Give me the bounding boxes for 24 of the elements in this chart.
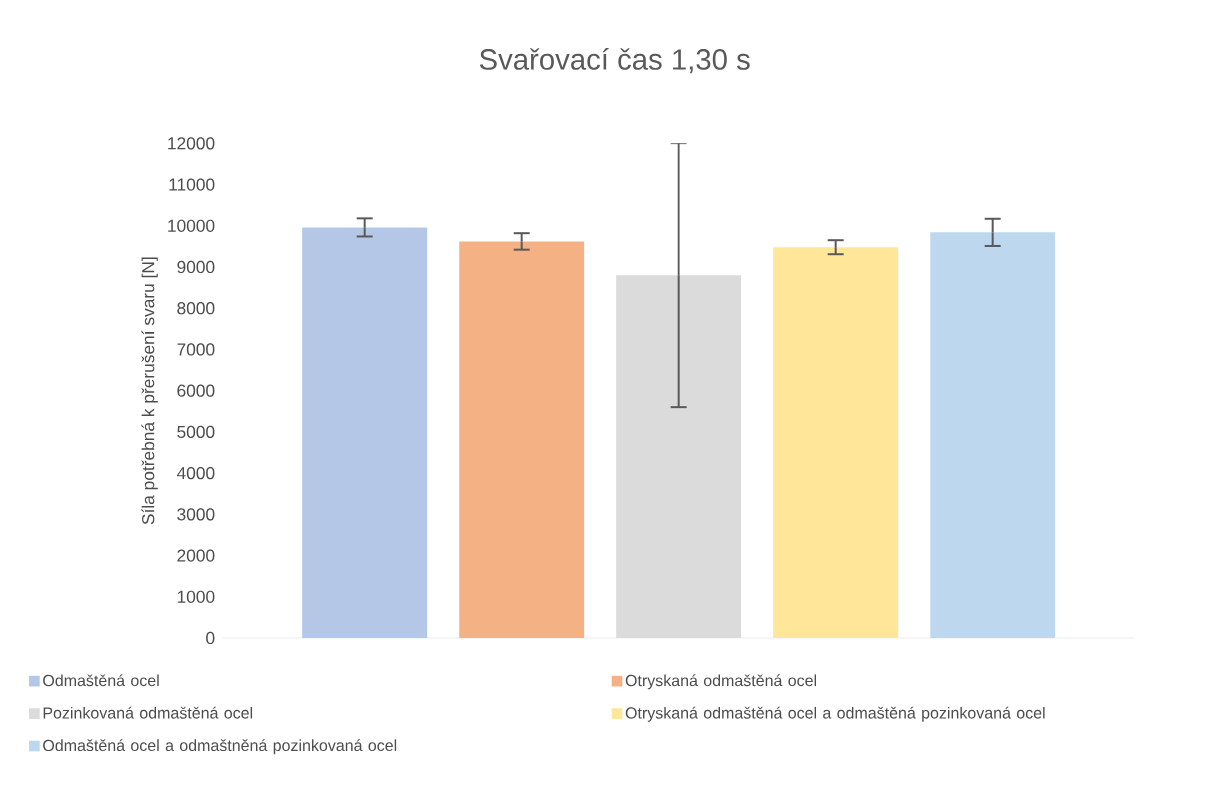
y-tick-label: 4000 [176,466,215,480]
y-tick-label: 0 [206,631,215,645]
legend-label: Otryskaná odmaštěná ocel [625,674,817,690]
y-tick-label: 12000 [168,137,215,150]
y-tick-label: 8000 [177,302,215,315]
y-tick-label: 1000 [177,590,215,603]
bar [302,227,428,638]
bar [930,232,1056,638]
y-tick-label: 6000 [177,384,215,397]
y-tick-label: 10000 [168,219,215,232]
y-tick-label: 7000 [177,343,215,356]
bar [459,241,585,638]
bar [773,247,899,638]
y-tick-label: 11000 [169,178,215,191]
chart-title: Svařovací čas 1,30 s [479,47,750,74]
y-axis-title: Síla potřebná k přerušení svaru [N] [141,257,158,525]
y-tick-label: 9000 [177,260,215,274]
y-tick-label: 3000 [177,508,215,521]
y-tick-label: 5000 [177,425,215,439]
legend-label: Pozinkovaná odmaštěná ocel [43,706,253,719]
legend-label: Odmaštěná ocel [43,674,159,687]
legend-label: Otryskaná odmaštěná ocel a odmaštěná pozinkovaná ocel [625,706,1045,722]
y-tick-label: 2000 [177,549,215,562]
legend-label: Odmaštěná ocel a odmaštněná pozinkovaná ocel [43,739,397,755]
